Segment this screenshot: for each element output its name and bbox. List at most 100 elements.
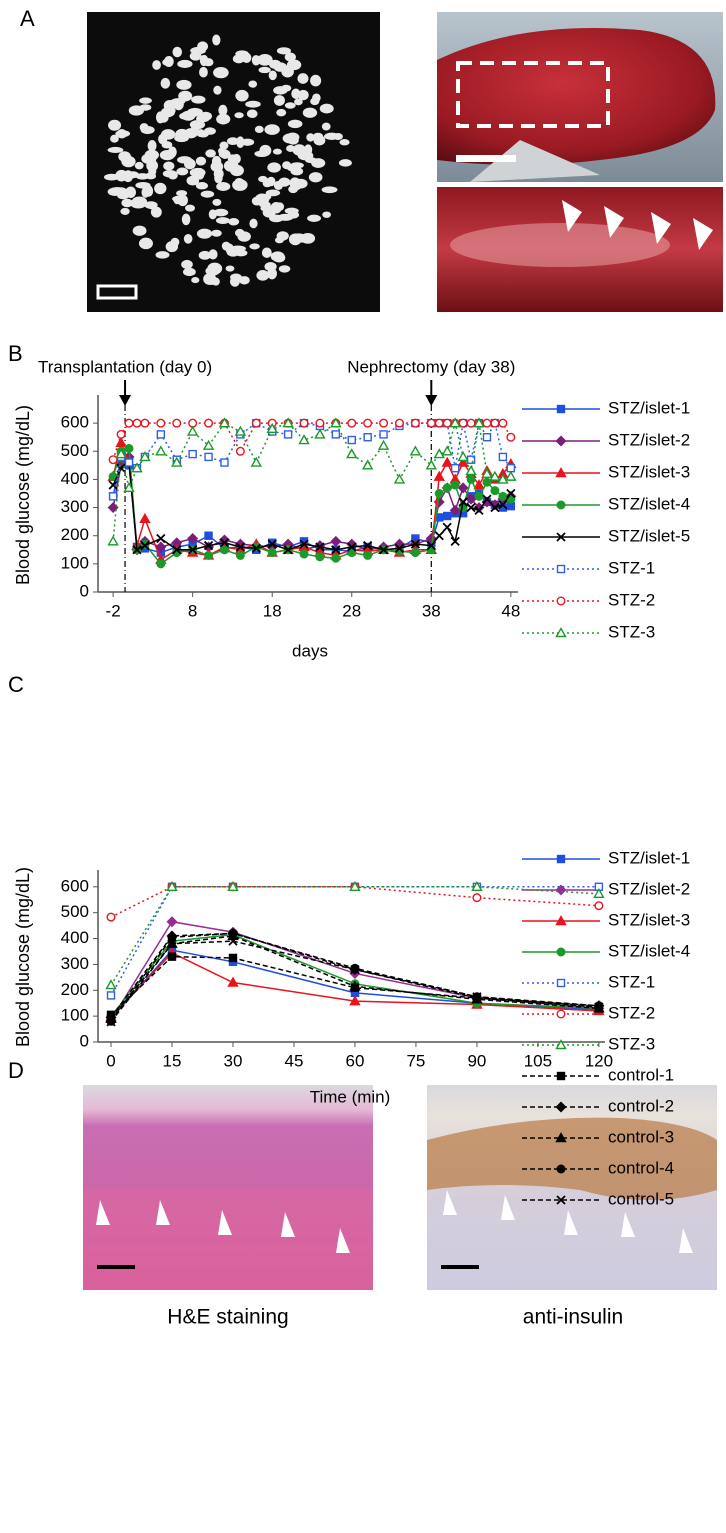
islet-blob [287,119,303,129]
data-point [283,545,293,555]
data-point [482,477,492,487]
annotation-arrowhead [425,395,438,406]
data-point [498,452,508,462]
islet-blob [238,276,250,285]
data-point [155,445,167,456]
y-tick-label: 0 [80,1031,89,1050]
data-point [466,474,476,484]
islet-blob [212,34,221,46]
islet-blob [187,107,203,117]
data-point [331,545,341,555]
islet-blob [294,98,303,106]
islet-blob [176,79,192,90]
islet-blob [131,202,146,209]
islet-blob [258,66,271,74]
islet-blob [183,234,193,244]
islet-blob [338,159,352,167]
data-point [204,452,213,462]
x-tick-label: 28 [342,601,361,620]
data-point [449,504,461,516]
islet-blob [260,204,274,212]
islet-blob [275,236,284,244]
data-point [167,939,177,949]
data-point [443,511,452,521]
legend-marker [556,1009,566,1019]
data-point [123,481,135,493]
data-point [186,425,199,436]
x-tick-label: 105 [524,1051,552,1070]
islet-blob [276,47,291,55]
islet-blob [189,51,202,61]
islet-blob [191,124,200,132]
islet-blob [211,229,222,237]
data-point [473,417,485,428]
panel-label: A [20,6,35,31]
annotation-text: Transplantation (day 0) [38,357,212,376]
he-image [83,1085,373,1290]
islet-blob [196,129,205,138]
insulin-image [427,1085,717,1290]
islet-blob [165,241,179,253]
islet-blob [261,247,272,258]
islet-blob [246,109,258,119]
series-line [112,461,512,551]
islet-blob [268,70,277,81]
data-point [457,482,469,494]
legend-label: STZ-3 [608,1034,655,1053]
islet-blob [213,208,229,217]
islet-blob [160,129,176,140]
data-point [347,548,357,558]
data-point [219,545,229,555]
legend-label: STZ/islet-5 [608,526,690,545]
legend-label: STZ/islet-2 [608,430,690,449]
data-point [227,976,239,987]
islet-blob [278,265,291,273]
legend-marker [555,435,567,447]
data-point [394,543,405,554]
data-point [506,501,516,511]
islet-blob [300,232,316,244]
islet-blob [236,136,245,148]
data-point [132,545,142,555]
islet-blob [205,149,216,158]
islet-blob [304,144,313,156]
legend-label: control-2 [608,1096,674,1115]
legend-marker [556,978,566,988]
data-point [594,1002,604,1012]
data-point [203,540,214,551]
y-tick-label: 600 [61,876,89,895]
islet-blob [259,144,272,157]
data-point [363,550,373,560]
y-axis-label: Blood glucose (mg/dL) [13,867,33,1047]
data-point [202,439,215,450]
islet-blob [264,262,277,272]
islet-blob [288,233,302,246]
data-point [140,540,150,551]
islet-blob [258,175,268,183]
x-tick-label: 18 [263,601,282,620]
data-point [282,417,294,428]
islet-blob [134,161,144,170]
islet-blob [191,276,200,284]
legend-label: STZ/islet-3 [608,910,690,929]
data-point [156,559,166,569]
x-tick-label: 30 [224,1051,243,1070]
islet-blob [289,177,301,190]
data-point [331,553,341,563]
kidney-image [437,12,723,182]
y-tick-label: 400 [61,469,89,488]
data-point [139,512,151,524]
islet-blob [128,105,145,116]
legend-label: control-1 [608,1065,674,1084]
islet-blob [126,171,139,179]
data-point [505,470,517,481]
islet-blob [249,243,260,250]
islet-blob [286,144,295,152]
series-line [110,886,599,996]
data-point [346,448,358,459]
data-point [450,480,460,490]
series-line [110,886,599,918]
data-point [497,473,509,484]
data-point [394,418,404,428]
islet-blob [308,172,323,183]
